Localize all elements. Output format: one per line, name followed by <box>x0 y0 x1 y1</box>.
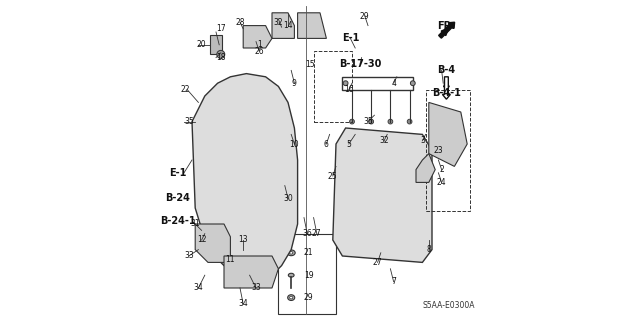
Text: 1: 1 <box>257 40 262 49</box>
Text: 12: 12 <box>197 236 206 244</box>
Text: 26: 26 <box>254 47 264 56</box>
Ellipse shape <box>349 119 355 124</box>
Text: B-24-1: B-24-1 <box>160 216 195 226</box>
Ellipse shape <box>217 51 225 59</box>
Text: 6: 6 <box>324 140 329 148</box>
Text: 4: 4 <box>391 79 396 88</box>
Text: 29: 29 <box>360 12 370 20</box>
FancyArrow shape <box>442 77 451 99</box>
Text: 34: 34 <box>238 300 248 308</box>
Text: 14: 14 <box>283 21 293 30</box>
Polygon shape <box>416 154 435 182</box>
Bar <box>210 35 223 54</box>
Text: B-4: B-4 <box>437 65 456 76</box>
Ellipse shape <box>287 250 295 256</box>
Text: 8: 8 <box>426 245 431 254</box>
Ellipse shape <box>366 196 398 214</box>
Text: 19: 19 <box>304 271 314 280</box>
Text: 11: 11 <box>226 255 235 264</box>
Text: 33: 33 <box>184 252 194 260</box>
Polygon shape <box>224 256 278 288</box>
Text: 17: 17 <box>216 24 226 33</box>
Text: 36: 36 <box>302 229 312 238</box>
Ellipse shape <box>288 295 294 300</box>
Polygon shape <box>298 13 326 38</box>
Text: 35: 35 <box>184 117 194 126</box>
Ellipse shape <box>366 219 398 236</box>
Text: 9: 9 <box>292 79 297 88</box>
Ellipse shape <box>388 119 393 124</box>
Text: 27: 27 <box>372 258 383 267</box>
Text: 27: 27 <box>312 229 322 238</box>
Polygon shape <box>192 74 298 278</box>
Text: S5AA-E0300A: S5AA-E0300A <box>422 301 475 310</box>
Polygon shape <box>333 128 432 262</box>
Ellipse shape <box>366 173 398 191</box>
Ellipse shape <box>289 252 293 254</box>
Text: 29: 29 <box>304 293 314 302</box>
Text: B-24: B-24 <box>165 193 190 204</box>
Text: B-4-1: B-4-1 <box>432 88 461 98</box>
Text: 28: 28 <box>236 18 244 27</box>
Text: 7: 7 <box>391 277 396 286</box>
FancyArrow shape <box>438 22 454 38</box>
Ellipse shape <box>366 151 398 169</box>
Text: FR.: FR. <box>437 20 456 31</box>
Text: 24: 24 <box>436 178 447 187</box>
Text: 31: 31 <box>190 220 200 228</box>
Ellipse shape <box>288 273 294 277</box>
Text: 21: 21 <box>304 248 314 257</box>
Polygon shape <box>195 224 230 262</box>
Ellipse shape <box>218 99 250 118</box>
Polygon shape <box>243 26 272 48</box>
Ellipse shape <box>289 296 293 299</box>
Polygon shape <box>272 13 294 38</box>
Bar <box>314 51 352 122</box>
Text: 16: 16 <box>344 85 354 94</box>
Text: 32: 32 <box>273 18 284 27</box>
Text: 30: 30 <box>283 194 293 203</box>
Text: 10: 10 <box>289 140 300 148</box>
Text: 34: 34 <box>193 284 204 292</box>
Ellipse shape <box>369 119 374 124</box>
Polygon shape <box>429 102 467 166</box>
Bar <box>426 90 470 211</box>
Ellipse shape <box>343 81 348 86</box>
Text: 3: 3 <box>420 136 425 145</box>
Text: 22: 22 <box>181 85 190 94</box>
Text: 2: 2 <box>439 165 444 174</box>
Text: 13: 13 <box>238 236 248 244</box>
Ellipse shape <box>407 119 412 124</box>
Text: 25: 25 <box>328 172 338 180</box>
Text: 5: 5 <box>346 140 351 148</box>
Text: 32: 32 <box>379 136 389 145</box>
Text: 33: 33 <box>251 284 261 292</box>
Text: 23: 23 <box>433 146 444 155</box>
Text: E-1: E-1 <box>342 33 359 44</box>
Ellipse shape <box>436 123 454 140</box>
Text: B-17-30: B-17-30 <box>339 59 381 69</box>
Text: 35: 35 <box>363 117 373 126</box>
Text: E-1: E-1 <box>169 168 186 178</box>
Text: 20: 20 <box>196 40 207 49</box>
Bar <box>342 77 413 90</box>
Text: 15: 15 <box>305 60 316 68</box>
Ellipse shape <box>410 81 415 86</box>
Text: 18: 18 <box>216 53 225 62</box>
Bar <box>278 234 336 314</box>
